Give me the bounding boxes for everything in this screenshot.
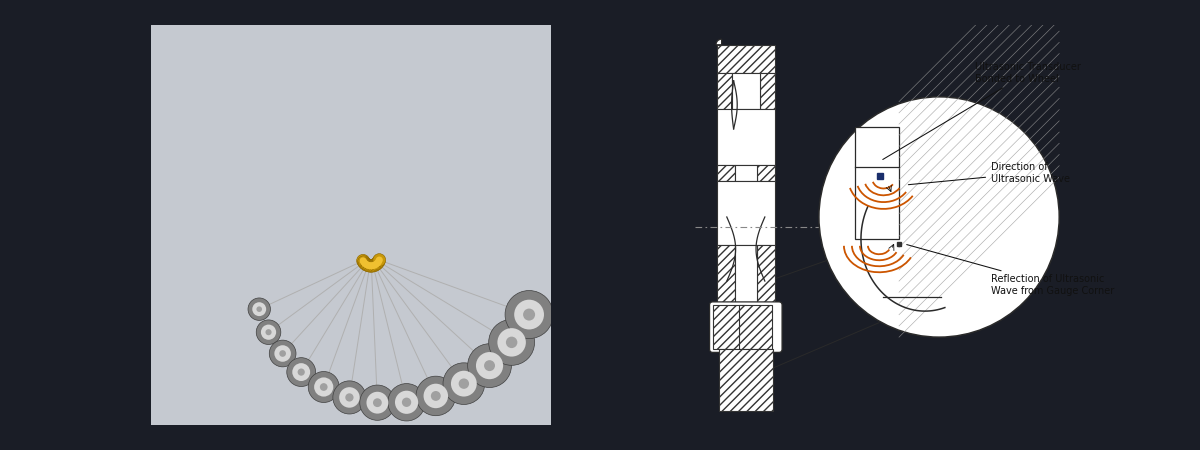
Circle shape xyxy=(376,256,383,264)
Circle shape xyxy=(356,254,370,267)
Circle shape xyxy=(364,259,376,272)
Circle shape xyxy=(257,306,262,312)
Circle shape xyxy=(424,384,448,408)
Circle shape xyxy=(265,329,271,335)
Circle shape xyxy=(488,320,534,365)
Circle shape xyxy=(395,391,418,414)
FancyBboxPatch shape xyxy=(757,165,775,181)
Circle shape xyxy=(252,302,266,316)
Circle shape xyxy=(370,262,377,269)
Circle shape xyxy=(468,344,511,387)
Circle shape xyxy=(361,259,374,272)
FancyBboxPatch shape xyxy=(760,73,775,109)
Text: Direction of
Ultrasonic Wave: Direction of Ultrasonic Wave xyxy=(908,162,1070,184)
Circle shape xyxy=(359,257,372,270)
Circle shape xyxy=(431,391,440,401)
FancyBboxPatch shape xyxy=(854,127,899,239)
Circle shape xyxy=(443,363,485,405)
Circle shape xyxy=(523,309,535,320)
FancyBboxPatch shape xyxy=(716,73,732,109)
Circle shape xyxy=(260,324,276,340)
Circle shape xyxy=(365,260,378,272)
Circle shape xyxy=(402,398,412,407)
Circle shape xyxy=(458,378,469,389)
FancyBboxPatch shape xyxy=(713,305,746,349)
Circle shape xyxy=(505,291,553,338)
FancyBboxPatch shape xyxy=(716,165,734,181)
Circle shape xyxy=(374,260,382,266)
FancyBboxPatch shape xyxy=(716,109,775,165)
Text: Ultrasonic Transducer
Bonded to Wheel: Ultrasonic Transducer Bonded to Wheel xyxy=(883,62,1081,159)
Wedge shape xyxy=(716,39,721,45)
Circle shape xyxy=(298,369,305,376)
Circle shape xyxy=(308,372,340,402)
FancyBboxPatch shape xyxy=(734,165,757,181)
Circle shape xyxy=(257,320,281,344)
Circle shape xyxy=(368,262,374,270)
Circle shape xyxy=(366,392,389,414)
Text: Reflection of Ultrasonic
Wave from Gauge Corner: Reflection of Ultrasonic Wave from Gauge… xyxy=(907,244,1115,296)
Circle shape xyxy=(373,398,382,407)
Circle shape xyxy=(497,328,526,356)
FancyBboxPatch shape xyxy=(739,305,772,349)
FancyBboxPatch shape xyxy=(757,245,775,305)
Circle shape xyxy=(514,300,544,329)
Circle shape xyxy=(320,383,328,391)
Circle shape xyxy=(451,371,476,396)
Circle shape xyxy=(275,345,290,362)
Circle shape xyxy=(346,393,354,401)
FancyBboxPatch shape xyxy=(716,181,775,245)
Circle shape xyxy=(360,257,366,264)
Circle shape xyxy=(506,337,517,348)
Circle shape xyxy=(360,258,373,271)
Circle shape xyxy=(362,261,370,268)
Circle shape xyxy=(371,261,378,269)
Circle shape xyxy=(280,350,286,357)
Circle shape xyxy=(365,262,372,269)
FancyBboxPatch shape xyxy=(709,302,782,352)
Circle shape xyxy=(476,352,503,379)
Circle shape xyxy=(372,255,385,268)
Circle shape xyxy=(371,256,384,270)
Circle shape xyxy=(360,385,395,420)
Circle shape xyxy=(332,381,366,414)
FancyBboxPatch shape xyxy=(734,245,757,305)
FancyBboxPatch shape xyxy=(719,349,773,411)
Circle shape xyxy=(416,376,456,416)
Circle shape xyxy=(361,260,368,267)
Circle shape xyxy=(360,259,367,266)
Circle shape xyxy=(370,258,383,270)
Circle shape xyxy=(818,97,1060,337)
Circle shape xyxy=(340,387,360,408)
Circle shape xyxy=(373,254,385,266)
Circle shape xyxy=(287,358,316,387)
Circle shape xyxy=(484,360,496,371)
Circle shape xyxy=(293,363,310,381)
FancyBboxPatch shape xyxy=(716,245,734,305)
Circle shape xyxy=(358,256,371,269)
Circle shape xyxy=(388,383,425,421)
Circle shape xyxy=(366,262,373,269)
Circle shape xyxy=(269,340,296,367)
Circle shape xyxy=(376,258,382,265)
Circle shape xyxy=(368,259,382,271)
Circle shape xyxy=(367,259,379,272)
FancyBboxPatch shape xyxy=(732,73,760,109)
FancyBboxPatch shape xyxy=(716,45,775,73)
Circle shape xyxy=(314,378,334,396)
Circle shape xyxy=(373,261,379,268)
Circle shape xyxy=(248,298,270,320)
